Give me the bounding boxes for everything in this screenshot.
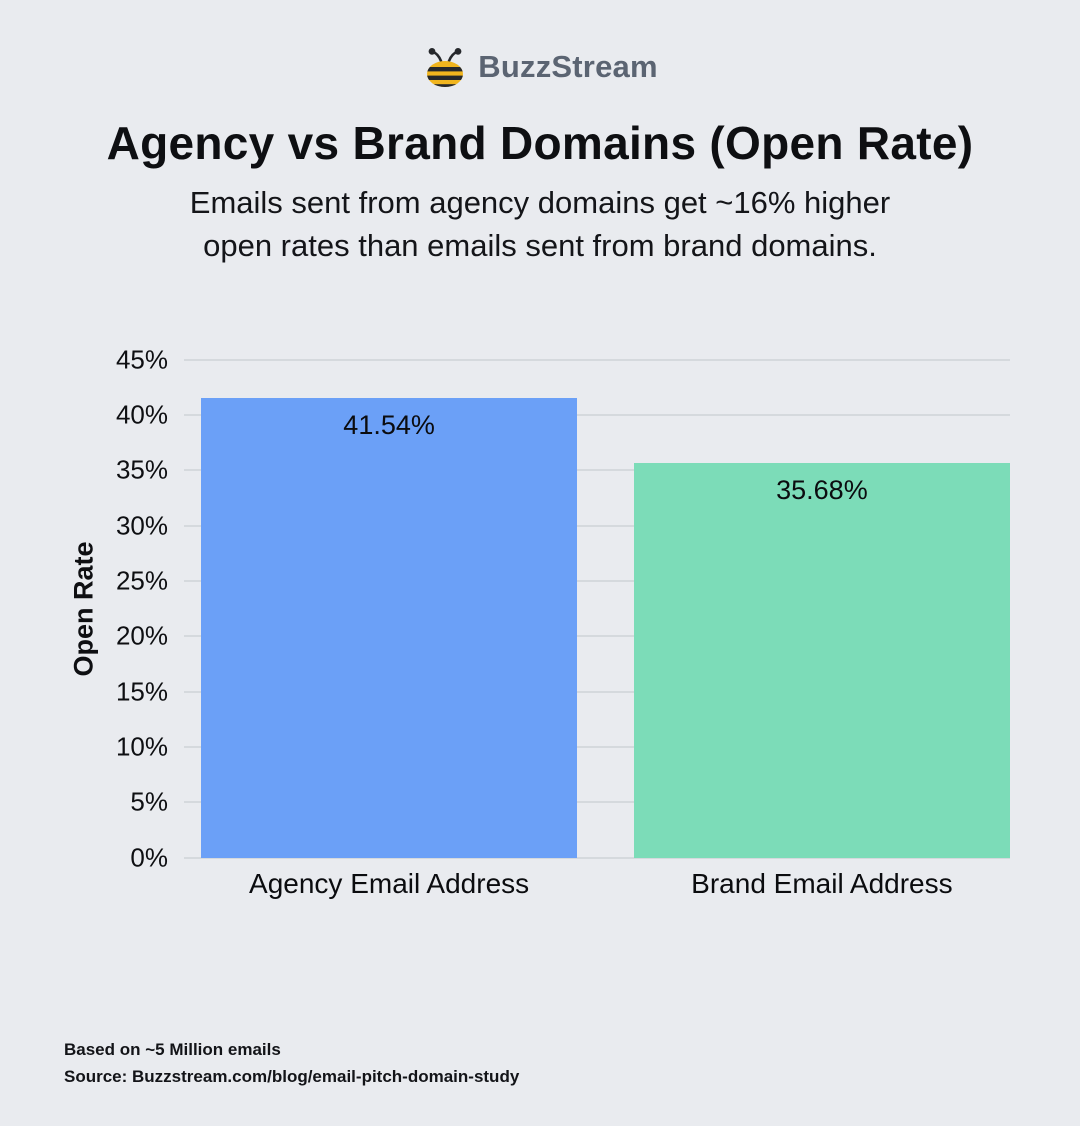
gridline-10	[184, 745, 1010, 748]
gridline-5	[184, 801, 1010, 804]
y-axis: 0% 5% 10% 15% 20% 25% 30% 35% 40% 45%	[106, 344, 184, 872]
y-tick-5: 5%	[130, 786, 168, 817]
chart-subtitle-line-2: open rates than emails sent from brand d…	[203, 227, 877, 263]
y-tick-20: 20%	[115, 620, 168, 651]
y-tick-30: 30%	[115, 510, 168, 541]
bee-icon	[422, 46, 468, 88]
y-tick-35: 35%	[115, 454, 168, 485]
y-tick-15: 15%	[115, 676, 168, 707]
bar-0: 41.54%	[201, 397, 578, 858]
y-axis-title: Open Rate	[68, 541, 99, 677]
gridline-35	[184, 469, 1010, 472]
x-axis-label-0: Agency Email Address	[249, 867, 530, 899]
footnotes: Based on ~5 Million emails Source: Buzzs…	[64, 1037, 519, 1090]
bar-chart: Open Rate 0% 5% 10% 15% 20% 25% 30% 35% 40% 45% 4…	[62, 344, 1010, 900]
chart-subtitle-line-1: Emails sent from agency domains get ~16%…	[189, 185, 891, 220]
bar-value-label-1: 35.68%	[776, 474, 868, 505]
bar-1: 35.68%	[633, 462, 1010, 858]
plot-area: 41.54% 35.68%	[184, 358, 1010, 859]
chart-subtitle: Emails sent from agency domains get ~16%…	[0, 182, 1080, 268]
y-tick-0: 0%	[130, 842, 168, 873]
x-axis-labels: Agency Email Address Brand Email Address	[184, 868, 1010, 900]
y-tick-25: 25%	[115, 565, 168, 596]
page: BuzzStream Agency vs Brand Domains (Open…	[0, 46, 1080, 1086]
gridline-45	[184, 358, 1010, 361]
bars-container: 41.54% 35.68%	[184, 360, 1010, 858]
y-tick-45: 45%	[115, 344, 168, 375]
buzzstream-logo: BuzzStream	[0, 46, 1080, 88]
chart-title: Agency vs Brand Domains (Open Rate)	[106, 117, 974, 169]
x-axis-label-1: Brand Email Address	[691, 867, 953, 899]
gridline-20	[184, 635, 1010, 638]
gridline-40	[184, 413, 1010, 416]
gridline-15	[184, 690, 1010, 693]
y-axis-title-wrap: Open Rate	[62, 360, 106, 858]
brand-name: BuzzStream	[478, 49, 658, 84]
gridline-25	[184, 579, 1010, 582]
gridline-30	[184, 524, 1010, 527]
y-tick-10: 10%	[115, 731, 168, 762]
bar-value-label-0: 41.54%	[343, 409, 435, 440]
footnote-source: Source: Buzzstream.com/blog/email-pitch-…	[64, 1066, 520, 1086]
gridline-0	[184, 856, 1010, 859]
footnote-sample-size: Based on ~5 Million emails	[64, 1040, 281, 1060]
y-tick-40: 40%	[115, 399, 168, 430]
